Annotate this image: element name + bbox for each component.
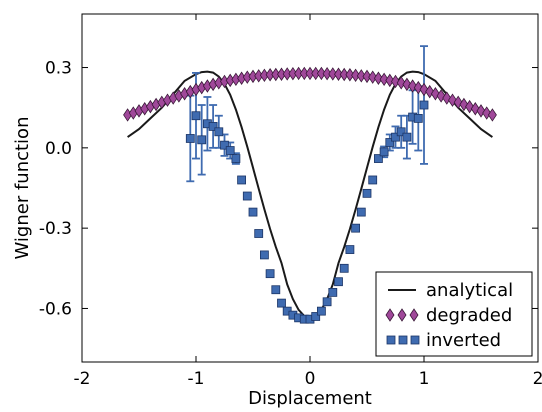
legend-diamond xyxy=(385,308,395,322)
inverted-point xyxy=(351,223,361,233)
inverted-point xyxy=(368,175,378,185)
degraded-point xyxy=(345,68,355,82)
degraded-point xyxy=(396,76,406,90)
inverted-point xyxy=(396,127,406,137)
inverted-point xyxy=(379,147,389,157)
inverted-point xyxy=(311,312,321,321)
degraded-point xyxy=(356,69,366,83)
y-tick-label: 0.3 xyxy=(45,59,72,79)
degraded-point xyxy=(408,79,418,93)
degraded-point xyxy=(385,73,395,88)
inverted-point xyxy=(385,138,395,147)
inverted-point xyxy=(214,127,224,137)
inverted-point xyxy=(208,122,218,131)
degraded-point xyxy=(391,74,400,89)
degraded-point xyxy=(351,68,361,83)
inverted-point xyxy=(242,191,252,201)
x-tick-label: 2 xyxy=(533,369,542,389)
legend-label-analytical: analytical xyxy=(426,280,513,301)
legend-swatch-inverted xyxy=(386,335,420,345)
inverted-point xyxy=(328,287,338,297)
legend-square xyxy=(410,335,420,345)
series-layer xyxy=(123,45,497,324)
inverted-point xyxy=(316,306,326,316)
y-tick-label: -0.3 xyxy=(39,219,72,239)
inverted-point xyxy=(339,263,349,273)
inverted-point xyxy=(334,277,343,287)
inverted-point xyxy=(254,229,264,238)
inverted-point xyxy=(373,154,383,163)
inverted-point xyxy=(197,135,207,145)
legend-diamond xyxy=(397,308,407,322)
degraded-point xyxy=(316,66,326,81)
inverted-point xyxy=(248,207,258,217)
inverted-point xyxy=(191,111,201,121)
x-tick-label: -2 xyxy=(74,369,91,389)
degraded-point xyxy=(487,108,497,122)
inverted-point xyxy=(419,100,429,110)
legend: analytical degraded inverted xyxy=(375,271,533,357)
ticks-layer: -2 -1 0 1 2 0.3 0.0 -0.3 -0.6 xyxy=(39,14,542,389)
degraded-point xyxy=(322,66,332,81)
inverted-point xyxy=(277,298,286,308)
legend-label-inverted: inverted xyxy=(426,330,501,351)
inverted-point xyxy=(413,114,423,123)
y-axis-label: Wigner function xyxy=(12,117,33,260)
inverted-point xyxy=(271,285,281,295)
degraded-point xyxy=(339,67,349,82)
legend-square xyxy=(398,335,408,345)
degraded-point xyxy=(334,67,343,81)
inverted-point xyxy=(265,269,275,279)
inverted-point xyxy=(237,175,247,185)
x-axis-label: Displacement xyxy=(248,388,372,409)
degraded-point xyxy=(328,67,338,81)
degraded-point xyxy=(402,77,412,92)
inverted-point xyxy=(322,297,332,307)
y-tick-label: -0.6 xyxy=(39,299,72,319)
degraded-point xyxy=(362,69,372,84)
inverted-point xyxy=(225,146,235,155)
degraded-point xyxy=(379,72,389,87)
inverted-point xyxy=(185,134,195,143)
y-tick-label: 0.0 xyxy=(45,139,72,159)
inverted-point xyxy=(391,132,400,142)
legend-swatch-degraded xyxy=(385,308,419,322)
inverted-point xyxy=(356,207,366,217)
legend-square xyxy=(386,335,396,345)
inverted-point xyxy=(345,245,355,254)
inverted-point xyxy=(231,154,241,163)
x-tick-label: -1 xyxy=(188,369,205,389)
inverted-point xyxy=(362,188,372,198)
legend-label-degraded: degraded xyxy=(426,305,512,326)
legend-diamond xyxy=(409,308,419,322)
inverted-point xyxy=(259,250,269,260)
x-tick-label: 1 xyxy=(419,369,430,389)
inverted-point xyxy=(220,140,229,150)
degraded-point xyxy=(373,71,383,85)
inverted-point xyxy=(402,132,412,142)
degraded-point xyxy=(368,70,378,84)
x-tick-label: 0 xyxy=(305,369,316,389)
